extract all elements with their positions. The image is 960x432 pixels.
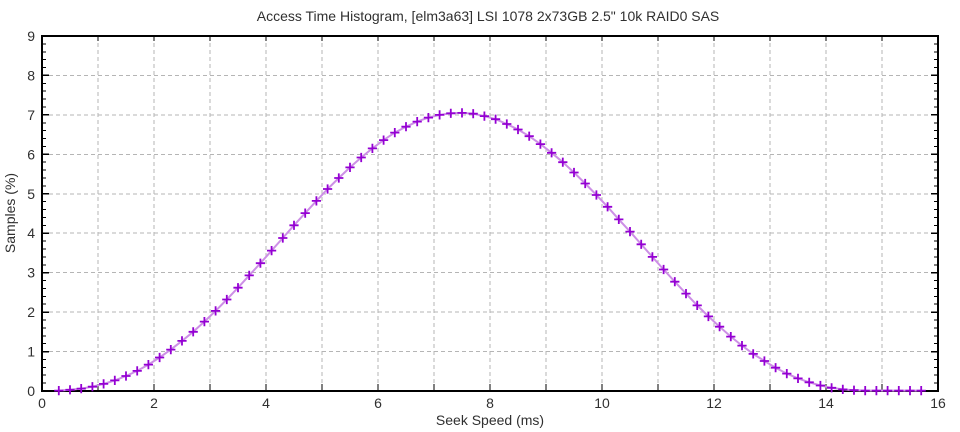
y-tick-label: 4 [27,225,35,241]
y-gridlines [42,74,938,353]
x-axis-label: Seek Speed (ms) [436,412,544,428]
y-tick-label: 9 [27,28,35,44]
series-plus-markers [54,108,926,396]
x-gridlines [97,36,883,391]
y-axis-label: Samples (%) [2,173,18,253]
y-tick-label: 6 [27,146,35,162]
x-tick-label: 10 [594,395,610,411]
x-tick-label: 0 [38,395,46,411]
y-tick-label: 0 [27,383,35,399]
x-tick-label: 12 [706,395,722,411]
x-tick-labels: 0 2 4 6 8 10 12 14 16 [38,395,946,411]
series-line [57,111,923,392]
x-tick-label: 8 [486,395,494,411]
x-tick-label: 6 [374,395,382,411]
y-tick-label: 3 [27,265,35,281]
x-tick-label: 4 [262,395,270,411]
y-tick-label: 8 [27,67,35,83]
y-tick-label: 7 [27,107,35,123]
y-tick-labels: 0 1 2 3 4 5 6 7 8 9 [27,28,35,399]
chart-title: Access Time Histogram, [elm3a63] LSI 107… [257,8,720,24]
y-tick-label: 1 [27,344,35,360]
axis-ticks [41,35,939,392]
y-tick-label: 2 [27,304,35,320]
x-tick-label: 14 [818,395,834,411]
y-tick-label: 5 [27,186,35,202]
data-series [54,108,926,396]
x-tick-label: 16 [930,395,946,411]
x-tick-label: 2 [150,395,158,411]
